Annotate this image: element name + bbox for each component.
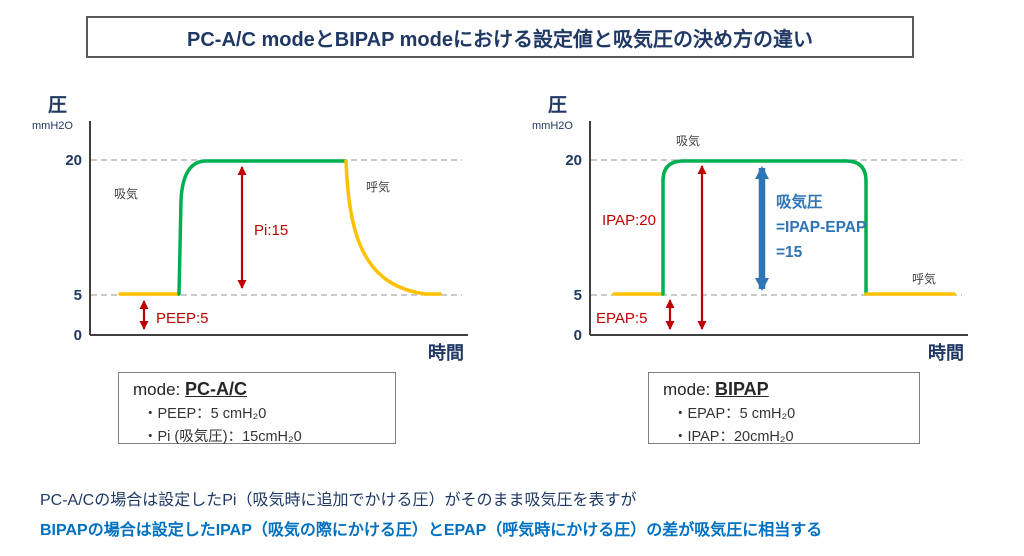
pcac-tick-5: 5 <box>74 287 82 304</box>
title-box: PC-A/C modeとBIPAP modeにおける設定値と吸気圧の決め方の違い <box>86 16 914 58</box>
pcac-inspiratory-curve <box>177 159 348 296</box>
pcac-y-axis-title: 圧 <box>48 95 67 116</box>
ipap-annotation: IPAP:20 <box>602 212 656 229</box>
pcac-setting-pi: ・Pi (吸気圧)：15cmH₂0 <box>143 429 302 445</box>
epap-annotation: EPAP:5 <box>596 310 647 327</box>
pcac-settings-box: mode: PC-A/C ・PEEP：5 cmH₂0 ・Pi (吸気圧)：15c… <box>118 372 396 445</box>
inspiratory-pressure-label-1: 吸気圧 <box>776 192 823 211</box>
footer-notes: PC-A/Cの場合は設定したPi（吸気時に追加でかける圧）がそのまま吸気圧を表す… <box>40 486 1010 540</box>
bipap-y-axis-unit: mmH2O <box>532 120 573 132</box>
pcac-mode-prefix: mode: <box>133 380 185 399</box>
peep-annotation: PEEP:5 <box>156 310 209 327</box>
inspiratory-pressure-label-3: =15 <box>776 244 803 261</box>
bipap-exhale-label: 呼気 <box>912 271 936 286</box>
bipap-y-axis-title: 圧 <box>548 95 567 116</box>
bipap-mode-value: BIPAP <box>714 379 769 399</box>
pcac-tick-0: 0 <box>74 327 82 344</box>
bipap-tick-20: 20 <box>565 152 582 169</box>
pcac-setting-peep: ・PEEP：5 cmH₂0 <box>143 406 267 422</box>
bipap-pressure-chart: 圧 mmH2O 20 5 0 吸気 呼気 EPAP:5 IPAP:20 吸気圧 … <box>532 95 968 363</box>
bipap-setting-ipap: ・IPAP：20cmH₂0 <box>673 429 794 445</box>
page-title: PC-A/C modeとBIPAP modeにおける設定値と吸気圧の決め方の違い <box>187 28 813 51</box>
inspiratory-pressure-label-2: =IPAP-EPAP <box>776 219 866 236</box>
footer-note-pcac: PC-A/Cの場合は設定したPi（吸気時に追加でかける圧）がそのまま吸気圧を表す… <box>40 492 637 509</box>
pcac-pressure-chart: 圧 mmH2O 20 5 0 吸気 呼気 Pi:15 PEEP:5 時間 <box>32 95 468 363</box>
bipap-mode-line: mode: BIPAP <box>663 379 907 400</box>
bipap-square-wave <box>661 159 868 296</box>
pcac-mode-line: mode: PC-A/C <box>133 379 383 400</box>
pcac-mode-value: PC-A/C <box>184 379 247 399</box>
pcac-tick-20: 20 <box>65 152 82 169</box>
pcac-expiratory-decay-curve <box>344 159 442 296</box>
bipap-mode-prefix: mode: <box>663 380 715 399</box>
bipap-x-axis-title: 時間 <box>928 343 964 363</box>
bipap-tick-0: 0 <box>574 327 582 344</box>
bipap-inhale-label: 吸気 <box>676 133 700 148</box>
bipap-tick-5: 5 <box>574 287 582 304</box>
bipap-settings-box: mode: BIPAP ・EPAP：5 cmH₂0 ・IPAP：20cmH₂0 <box>648 372 920 445</box>
footer-note-bipap: BIPAPの場合は設定したIPAP（吸気の際にかける圧）とEPAP（呼気時にかけ… <box>40 522 823 539</box>
pcac-exhale-label: 呼気 <box>366 179 390 194</box>
pcac-y-axis-unit: mmH2O <box>32 120 73 132</box>
pi-annotation: Pi:15 <box>254 222 288 239</box>
pcac-inhale-label: 吸気 <box>114 186 138 201</box>
pcac-x-axis-title: 時間 <box>428 343 464 363</box>
bipap-setting-epap: ・EPAP：5 cmH₂0 <box>673 406 796 422</box>
